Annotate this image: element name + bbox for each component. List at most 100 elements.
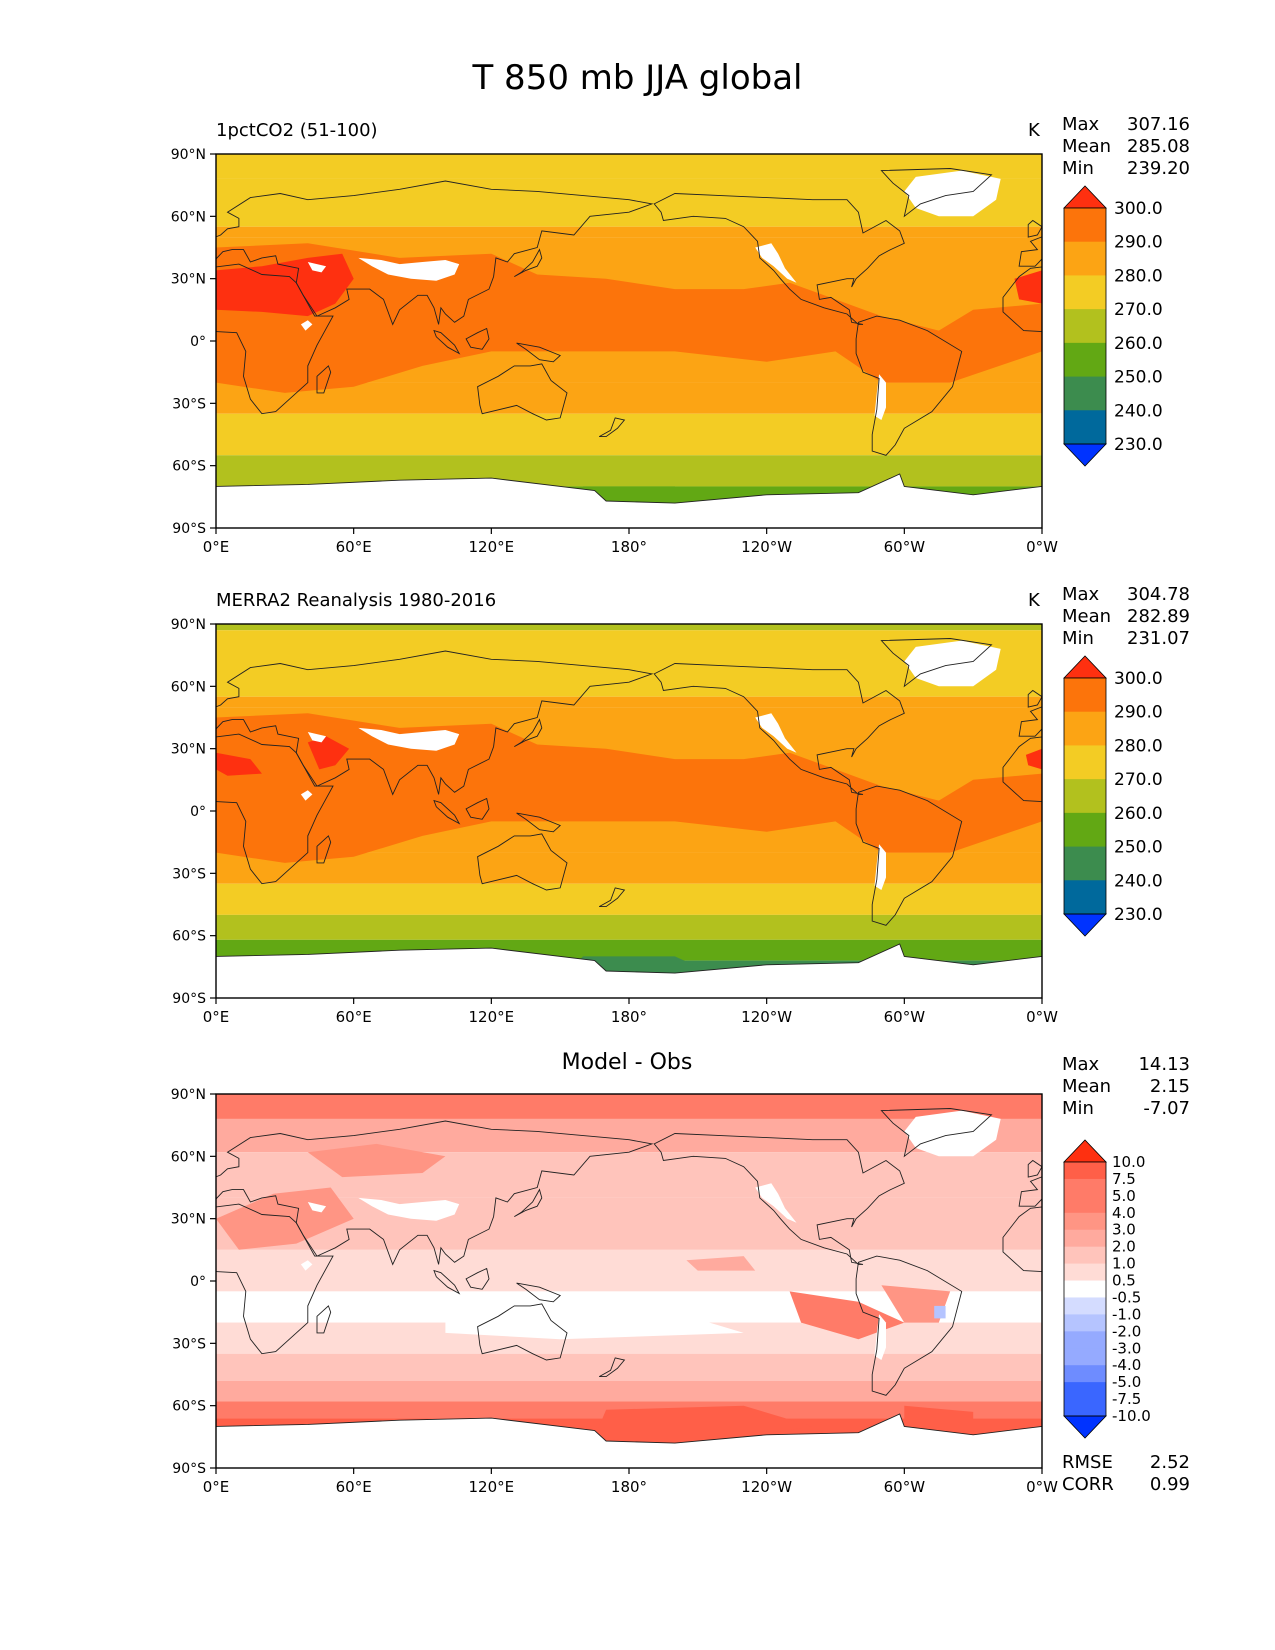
coastlines	[216, 168, 1042, 528]
missing-data-mask	[216, 640, 1042, 998]
coastline-africa	[216, 1203, 334, 1355]
difference-band	[216, 1380, 1042, 1402]
coastline-borneo	[465, 327, 490, 350]
colorbar-segment	[1064, 745, 1106, 780]
colorbar-tick-label: -0.5	[1112, 1288, 1141, 1306]
colorbar-tick-label: -7.5	[1112, 1390, 1141, 1408]
colorbar-tick-label: 240.0	[1114, 401, 1163, 421]
stat-min-label: Min	[1062, 158, 1094, 179]
colorbar-segment	[1064, 241, 1106, 276]
temperature-band	[216, 413, 1042, 456]
x-tick-label: 0°E	[203, 538, 230, 556]
difference-blob	[881, 1285, 951, 1323]
missing-data-region	[216, 1414, 1042, 1468]
colorbar-segment	[1064, 309, 1106, 344]
temperature-field	[216, 624, 1042, 998]
obs-panel-title: MERRA2 Reanalysis 1980-2016	[216, 590, 497, 611]
x-tick-label: 120°W	[741, 1478, 792, 1496]
colorbar-segment	[1064, 678, 1106, 713]
colorbar-segment	[1064, 1195, 1106, 1214]
stat-mean-value: 285.08	[1127, 136, 1190, 157]
colorbar-extend-min	[1063, 1415, 1107, 1439]
y-tick-label: 60°S	[172, 929, 206, 945]
colorbar-extend-min	[1063, 443, 1107, 467]
colorbar-segment	[1064, 410, 1106, 445]
temperature-band	[216, 154, 1042, 179]
colorbar-frame	[1063, 1161, 1107, 1417]
map-content	[216, 624, 1042, 998]
x-tick-label: 60°W	[884, 1008, 926, 1026]
stat-mean-label: Mean	[1062, 1076, 1112, 1097]
difference-blob	[904, 1405, 974, 1431]
stat-min-value: 239.20	[1127, 158, 1190, 179]
colorbar-segment	[1064, 1212, 1106, 1231]
coastline-namerica	[653, 663, 905, 795]
coastline-africa	[216, 263, 334, 415]
missing-data-region	[904, 640, 1001, 687]
model-units: K	[1028, 120, 1040, 141]
colorbar-segment	[1064, 1365, 1106, 1383]
axis-ticks	[210, 153, 1043, 534]
coastline-namerica	[653, 193, 905, 325]
figure-title: T 850 mb JJA global	[472, 58, 803, 98]
colorbar-segment	[1064, 208, 1106, 243]
coastline-europe_asia	[1018, 1176, 1042, 1207]
colorbar-segment	[1064, 376, 1106, 411]
missing-data-region	[755, 1183, 797, 1223]
coastline-antarctica	[216, 473, 1042, 528]
y-tick-label: 0°	[190, 334, 206, 350]
missing-data-region	[755, 713, 797, 753]
colorbar-tick-label: 250.0	[1114, 368, 1163, 388]
temperature-band	[216, 226, 1042, 238]
x-tick-label: 180°	[611, 1008, 647, 1026]
axis-ticks	[210, 623, 1043, 1004]
x-tick-label: 60°E	[336, 1478, 372, 1496]
colorbar-extend-max	[1063, 1139, 1107, 1163]
obs-units: K	[1028, 590, 1040, 611]
corr-value: 0.99	[1149, 1474, 1190, 1495]
colorbar-tick-label: -3.0	[1112, 1339, 1141, 1357]
colorbar-segment	[1064, 846, 1106, 881]
coastline-madagascar	[316, 835, 332, 864]
missing-data-region	[307, 1202, 327, 1213]
y-tick-label: 30°N	[171, 1212, 206, 1228]
diff-stats: Max 14.13 Mean 2.15 Min -7.07	[1062, 1054, 1190, 1120]
map-content	[216, 154, 1042, 528]
colorbar-tick-label: -5.0	[1112, 1373, 1141, 1391]
coastline-europe_asia	[216, 180, 654, 326]
x-tick-label: 180°	[611, 1478, 647, 1496]
stat-min-value: 231.07	[1127, 628, 1190, 649]
stat-mean-value: 282.89	[1127, 606, 1190, 627]
obs-panel: 90°N 60°N 30°N 0° 30°S 60°S 90°S 0°E 60°E 120°E 18…	[0, 584, 1275, 1030]
missing-data-region	[755, 243, 797, 283]
coastline-africa	[216, 733, 334, 885]
colorbar-tick-label: 260.0	[1114, 804, 1163, 824]
stat-max-label: Max	[1062, 114, 1100, 135]
x-tick-label: 0°W	[1026, 1478, 1058, 1496]
x-tick-label: 0°W	[1026, 538, 1058, 556]
colorbar-frame	[1063, 207, 1107, 445]
missing-data-region	[300, 790, 313, 801]
difference-blob	[594, 1405, 813, 1448]
temperature-field	[216, 154, 1042, 528]
coastline-sumatra	[433, 329, 461, 355]
coastline-namerica	[653, 1133, 905, 1265]
colorbar-tick-label: 4.0	[1112, 1204, 1136, 1222]
colorbar-segment	[1064, 1280, 1106, 1298]
x-tick-label: 0°E	[203, 1008, 230, 1026]
coastline-antarctica	[216, 943, 1042, 998]
coastline-borneo	[465, 1267, 490, 1290]
colorbar-tick-label: 290.0	[1114, 703, 1163, 723]
colorbar-segment	[1064, 1297, 1106, 1315]
coastline-samerica	[855, 315, 963, 456]
y-tick-label: 60°S	[172, 459, 206, 475]
missing-data-region	[874, 374, 886, 420]
temperature-band	[216, 696, 1042, 708]
colorbar-segment	[1064, 275, 1106, 310]
coastline-uk	[1027, 219, 1042, 238]
x-tick-label: 120°E	[469, 1008, 515, 1026]
colorbar-segment	[1064, 342, 1106, 378]
colorbar-tick-label: 290.0	[1114, 233, 1163, 253]
missing-data-region	[874, 844, 886, 890]
difference-band	[216, 1249, 1042, 1292]
